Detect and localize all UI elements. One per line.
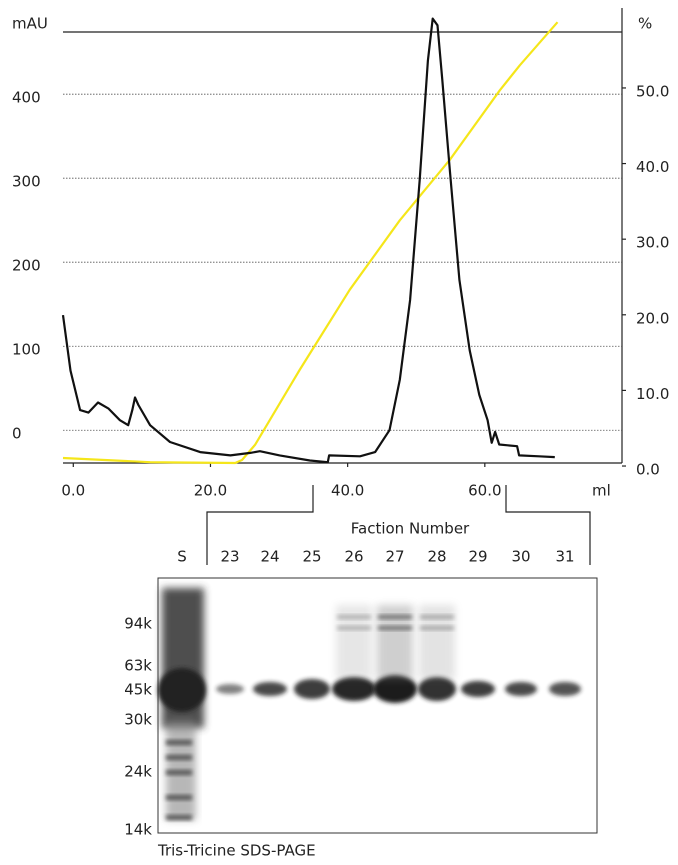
- ladder-band: [166, 795, 192, 800]
- y-tick-label: 100: [12, 341, 41, 359]
- protein-band: [505, 682, 537, 696]
- y-tick-label: 0: [12, 425, 22, 443]
- y2-axis-label: %: [638, 15, 652, 33]
- bracket-left: [206, 485, 314, 565]
- gel-bands: [158, 588, 581, 820]
- y2-tick-label: 30.0: [636, 234, 669, 252]
- x-tick-label: 40.0: [331, 482, 364, 500]
- y2-tick-label: 40.0: [636, 158, 669, 176]
- protein-band: [332, 677, 376, 701]
- lane-label: 29: [468, 548, 487, 566]
- y-tick-label: 400: [12, 89, 41, 107]
- x-tick-label: 60.0: [468, 482, 501, 500]
- high-band: [378, 615, 412, 619]
- lane-label: 26: [344, 548, 363, 566]
- lane-label: 25: [302, 548, 321, 566]
- gel-title: Faction Number: [351, 520, 470, 538]
- y-tick-label: 300: [12, 173, 41, 191]
- series-line: [61, 17, 555, 464]
- ladder-band: [166, 755, 192, 760]
- protein-band: [461, 681, 495, 697]
- marker-label: 63k: [124, 657, 152, 675]
- high-band: [420, 615, 454, 619]
- ladder-band: [166, 815, 192, 820]
- protein-band: [253, 682, 287, 696]
- ladder-band: [166, 770, 192, 775]
- marker-label: 94k: [124, 615, 152, 633]
- high-band: [337, 626, 371, 630]
- y2-tick-label: 20.0: [636, 309, 669, 327]
- bracket-right: [505, 485, 591, 565]
- marker-label: 45k: [124, 681, 152, 699]
- marker-label: 30k: [124, 711, 152, 729]
- ladder-main: [158, 668, 206, 712]
- y2-tick-label: 10.0: [636, 385, 669, 403]
- high-band: [337, 615, 371, 619]
- series-line: [62, 21, 559, 465]
- lane-label: 23: [220, 548, 239, 566]
- plot: 0 100 200 300 400 0.0 10.0 20.0 30.0 40.0 50.0 0.0 2…: [12, 17, 669, 500]
- x-tick-label: 20.0: [194, 482, 227, 500]
- lane-label: 27: [385, 548, 404, 566]
- protein-band: [373, 675, 417, 703]
- protein-band: [418, 677, 456, 701]
- high-band: [420, 626, 454, 630]
- high-band: [378, 626, 412, 630]
- lane-label: 30: [511, 548, 530, 566]
- ladder-band: [166, 740, 192, 745]
- marker-label: 24k: [124, 763, 152, 781]
- x-axis-label: ml: [592, 482, 611, 500]
- lane-label: 28: [427, 548, 446, 566]
- y2-tick-label: 0.0: [636, 461, 660, 479]
- protein-band: [294, 679, 330, 699]
- protein-band: [216, 684, 244, 694]
- gel-caption: Tris-Tricine SDS-PAGE: [157, 842, 316, 860]
- lane-label: 24: [260, 548, 279, 566]
- x-tick-label: 0.0: [61, 482, 85, 500]
- lane-label: S: [177, 548, 187, 566]
- marker-label: 14k: [124, 821, 152, 839]
- y2-tick-label: 50.0: [636, 82, 669, 100]
- y-tick-label: 200: [12, 257, 41, 275]
- protein-band: [549, 682, 581, 696]
- y-axis-label: mAU: [12, 15, 48, 33]
- lane-label: 31: [555, 548, 574, 566]
